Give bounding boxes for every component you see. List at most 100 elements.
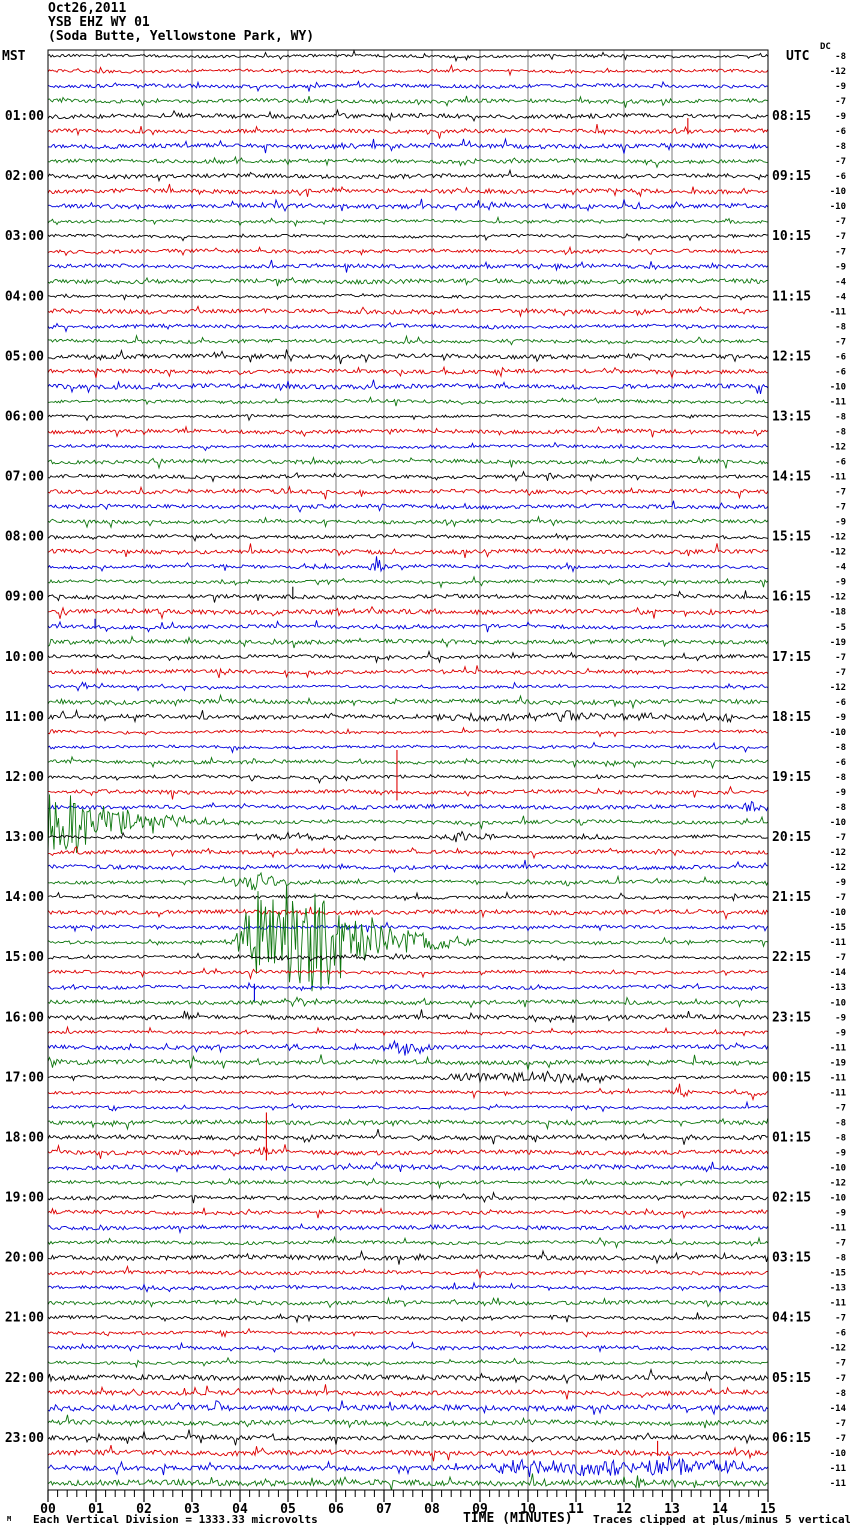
left-hour-label: 10:00 bbox=[5, 650, 44, 665]
dc-offset-value: -9 bbox=[835, 112, 846, 122]
dc-offset-value: -11 bbox=[830, 1073, 846, 1083]
left-hour-label: 23:00 bbox=[5, 1431, 44, 1446]
dc-offset-value: -6 bbox=[835, 1329, 846, 1339]
dc-offset-value: -8 bbox=[835, 803, 846, 813]
seismogram-trace-row-26 bbox=[47, 441, 768, 452]
seismogram-trace-row-30 bbox=[47, 500, 769, 513]
right-hour-label: 08:15 bbox=[772, 109, 811, 124]
dc-offset-value: -7 bbox=[835, 247, 846, 257]
right-hour-label: 04:15 bbox=[772, 1311, 811, 1326]
dc-offset-value: -9 bbox=[835, 82, 846, 92]
dc-offset-value: -7 bbox=[835, 953, 846, 963]
seismogram-trace-row-38 bbox=[47, 620, 769, 633]
seismogram-trace-row-69 bbox=[47, 1083, 769, 1102]
dc-offset-value: -10 bbox=[830, 202, 846, 212]
seismogram-trace-row-79 bbox=[47, 1235, 769, 1250]
right-hour-label: 09:15 bbox=[772, 169, 811, 184]
seismogram-trace-row-74 bbox=[47, 1161, 769, 1173]
left-hour-label: 04:00 bbox=[5, 289, 44, 304]
seismogram-trace-row-66 bbox=[47, 1039, 769, 1056]
seismogram-trace-row-16 bbox=[47, 292, 769, 301]
right-hour-label: 18:15 bbox=[772, 710, 811, 725]
seismogram-trace-row-5 bbox=[47, 124, 769, 139]
header-station: YSB EHZ WY 01 bbox=[48, 15, 150, 30]
dc-offset-value: -7 bbox=[835, 653, 846, 663]
dc-offset-value: -12 bbox=[830, 443, 846, 453]
right-hour-label: 23:15 bbox=[772, 1010, 811, 1025]
left-hour-label: 20:00 bbox=[5, 1251, 44, 1266]
seismogram-trace-row-78 bbox=[47, 1222, 769, 1235]
seismogram-trace-row-82 bbox=[47, 1281, 769, 1294]
seismogram-trace-row-43 bbox=[47, 693, 769, 710]
dc-offset-value: -8 bbox=[835, 52, 846, 62]
seismogram-trace-row-33 bbox=[47, 543, 769, 558]
dc-offset-value: -12 bbox=[830, 848, 846, 858]
seismogram-trace-row-29 bbox=[47, 485, 769, 500]
seismogram-trace-row-67 bbox=[47, 1054, 768, 1071]
left-hour-label: 21:00 bbox=[5, 1311, 44, 1326]
right-hour-label: 19:15 bbox=[772, 770, 811, 785]
seismogram-trace-row-72 bbox=[47, 1128, 769, 1145]
footer-scale-note: Each Vertical Division = 1333.33 microvo… bbox=[33, 1513, 318, 1526]
right-hour-label: 13:15 bbox=[772, 409, 811, 424]
dc-offset-value: -12 bbox=[830, 548, 846, 558]
dc-offset-value: -10 bbox=[830, 1163, 846, 1173]
dc-offset-value: -12 bbox=[830, 67, 846, 77]
dc-offset-value: -9 bbox=[835, 788, 846, 798]
seismogram-trace-row-20 bbox=[47, 348, 769, 365]
left-hour-label: 12:00 bbox=[5, 770, 44, 785]
dc-offset-value: -6 bbox=[835, 127, 846, 137]
dc-offset-value: -8 bbox=[835, 1389, 846, 1399]
right-hour-label: 22:15 bbox=[772, 950, 811, 965]
seismogram-trace-row-11 bbox=[47, 215, 769, 228]
seismogram-trace-row-56 bbox=[47, 891, 769, 902]
left-hour-label: 17:00 bbox=[5, 1070, 44, 1085]
seismogram-trace-row-81 bbox=[47, 1264, 769, 1279]
seismogram-trace-row-73 bbox=[47, 1143, 769, 1159]
seismogram-trace-row-1 bbox=[47, 63, 769, 77]
seismogram-trace-row-87 bbox=[47, 1356, 769, 1369]
dc-offset-value: -6 bbox=[835, 367, 846, 377]
x-tick-label: 06 bbox=[328, 1502, 344, 1517]
dc-offset-value: -7 bbox=[835, 668, 846, 678]
seismogram-trace-row-27 bbox=[47, 455, 769, 470]
seismogram-trace-row-31 bbox=[47, 515, 769, 529]
dc-offset-value: -11 bbox=[830, 397, 846, 407]
x-tick-label: 01 bbox=[88, 1502, 104, 1517]
right-hour-label: 06:15 bbox=[772, 1431, 811, 1446]
seismogram-trace-row-48 bbox=[47, 773, 769, 785]
seismogram-trace-row-85 bbox=[47, 1327, 769, 1339]
seismogram-trace-row-35 bbox=[47, 575, 769, 589]
seismogram-trace-row-47 bbox=[47, 755, 769, 770]
dc-offset-value: -15 bbox=[830, 1269, 846, 1279]
dc-offset-value: -9 bbox=[835, 878, 846, 888]
dc-offset-value: -8 bbox=[835, 1118, 846, 1128]
seismogram-trace-row-44 bbox=[47, 708, 769, 724]
seismogram-trace-row-86 bbox=[47, 1341, 769, 1354]
seismogram-trace-row-54 bbox=[47, 859, 769, 874]
dc-offset-value: -6 bbox=[835, 458, 846, 468]
seismogram-trace-row-80 bbox=[47, 1249, 769, 1265]
dc-offset-value: -9 bbox=[835, 1013, 846, 1023]
right-hour-label: 05:15 bbox=[772, 1371, 811, 1386]
seismogram-trace-row-2 bbox=[47, 80, 769, 93]
dc-offset-value: -7 bbox=[835, 1359, 846, 1369]
dc-offset-value: -9 bbox=[835, 578, 846, 588]
left-hour-label: 11:00 bbox=[5, 710, 44, 725]
seismogram-trace-row-52 bbox=[48, 830, 769, 843]
x-tick-label: 10 bbox=[520, 1502, 536, 1517]
dc-offset-value: -15 bbox=[830, 923, 846, 933]
seismogram-trace-row-28 bbox=[47, 470, 769, 483]
dc-offset-value: -8 bbox=[835, 1254, 846, 1264]
dc-offset-value: -8 bbox=[835, 412, 846, 422]
dc-offset-value: -7 bbox=[835, 488, 846, 498]
dc-offset-value: -7 bbox=[835, 893, 846, 903]
dc-offset-value: -11 bbox=[830, 473, 846, 483]
left-hour-label: 14:00 bbox=[5, 890, 44, 905]
seismogram-trace-row-37 bbox=[47, 605, 769, 620]
seismogram-trace-row-83 bbox=[47, 1296, 769, 1309]
seismogram-trace-row-46 bbox=[47, 741, 769, 754]
left-hour-label: 02:00 bbox=[5, 169, 44, 184]
dc-offset-value: -18 bbox=[830, 608, 846, 618]
